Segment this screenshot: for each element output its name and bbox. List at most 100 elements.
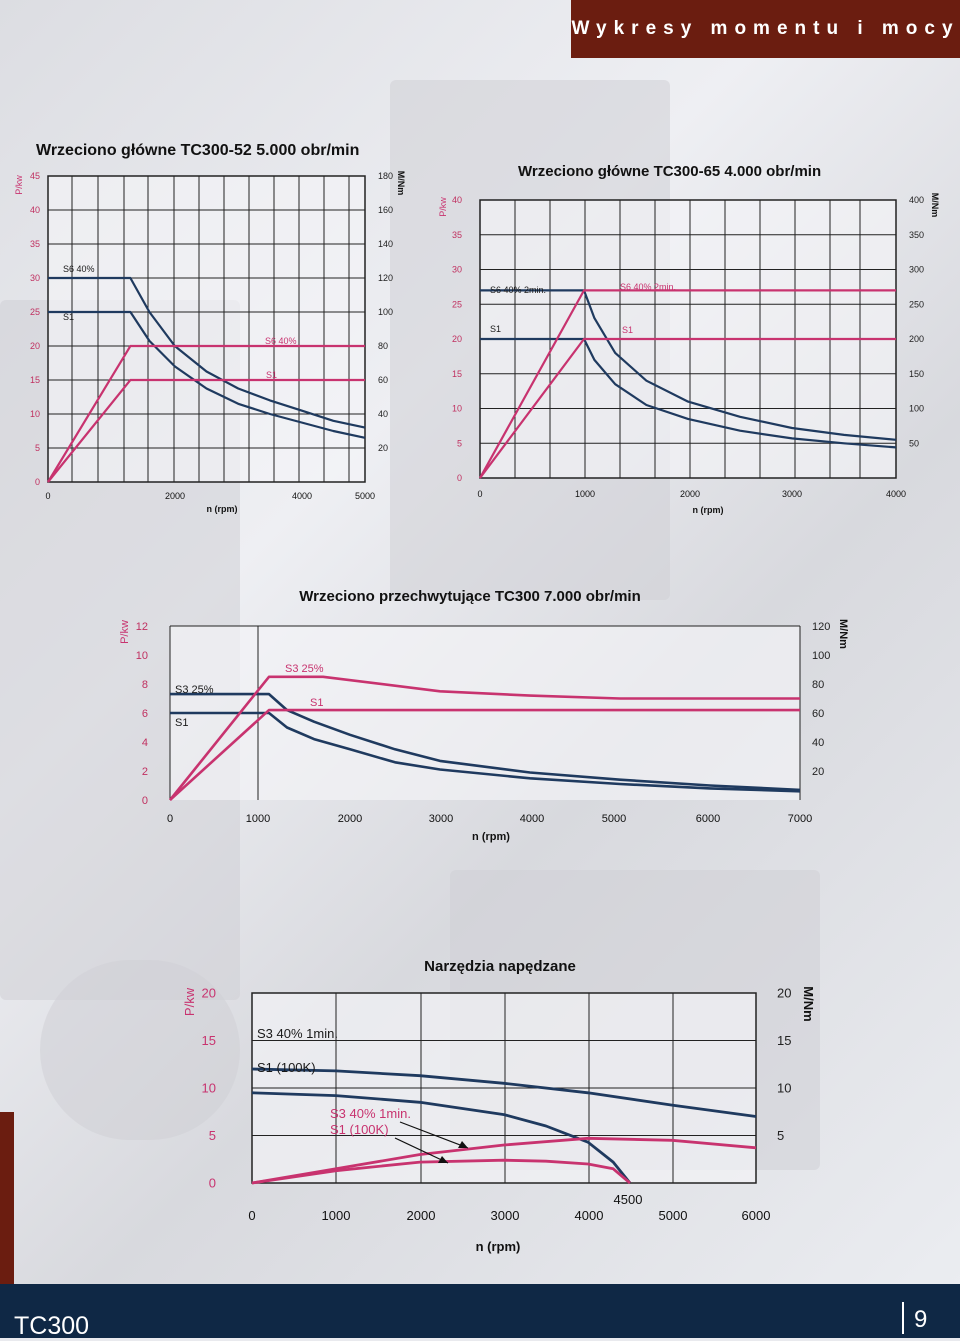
series-annotation: S1 (175, 717, 188, 729)
y-tick-label-left: 20 (202, 986, 216, 1001)
y-axis-label-left: P/kw (119, 620, 131, 644)
x-tick-label: 4500 (614, 1192, 643, 1207)
x-tick-label: 1000 (246, 813, 270, 825)
y-tick-label-left: 15 (202, 1033, 216, 1048)
x-tick-label: 3000 (429, 813, 453, 825)
y-axis-label-left: P/kw (438, 197, 448, 217)
y-tick-label-right: 120 (812, 621, 830, 633)
y-tick-label-right: 50 (909, 438, 919, 448)
x-tick-label: 7000 (788, 813, 812, 825)
y-axis-label-right: M/Nm (930, 193, 940, 218)
series-annotation: S6 40% (63, 264, 95, 274)
series-line (251, 1067, 757, 1118)
y-tick-label-right: 400 (909, 195, 924, 205)
x-tick-label: 5000 (659, 1208, 688, 1223)
annotation-arrow (394, 1137, 449, 1164)
footer-page-number: 9 (914, 1306, 928, 1333)
series-annotation: S1 (490, 324, 501, 334)
x-tick-label: 4000 (292, 491, 312, 501)
series-line (479, 289, 896, 479)
y-tick-label-right: 350 (909, 230, 924, 240)
y-tick-label-right: 150 (909, 369, 924, 379)
y-tick-label-left: 10 (136, 650, 148, 662)
annotation-arrowhead (458, 1141, 468, 1148)
y-tick-label-left: 30 (452, 265, 462, 275)
chart-title: Wrzeciono główne TC300-65 4.000 obr/min (518, 163, 821, 180)
x-tick-label: 4000 (520, 813, 544, 825)
y-tick-label-left: 40 (452, 195, 462, 205)
y-axis-label-right: M/Nm (801, 986, 816, 1021)
y-tick-label-right: 140 (378, 239, 393, 249)
x-tick-label: 4000 (886, 489, 906, 499)
series-line (479, 337, 896, 479)
x-tick-label: 2000 (338, 813, 362, 825)
y-tick-label-left: 25 (30, 307, 40, 317)
y-tick-label-left: 10 (452, 404, 462, 414)
y-axis-label-left: P/kw (14, 175, 24, 195)
y-tick-label-right: 120 (378, 273, 393, 283)
annotation-arrow (399, 1121, 469, 1149)
y-tick-label-left: 8 (142, 679, 148, 691)
y-tick-label-left: 6 (142, 708, 148, 720)
series-line (168, 675, 800, 801)
y-tick-label-left: 0 (209, 1176, 216, 1191)
x-axis-label: n (rpm) (476, 1239, 521, 1254)
x-tick-label: 6000 (742, 1208, 771, 1223)
series-annotation: S3 40% 1min. (330, 1106, 411, 1121)
y-axis-label-left: P/kw (182, 987, 197, 1016)
plot-area (48, 176, 365, 482)
y-tick-label-right: 200 (909, 334, 924, 344)
plot-border (251, 992, 757, 1184)
series-line (480, 337, 897, 449)
chart-title: Narzędzia napędzane (424, 958, 576, 975)
y-tick-label-left: 20 (30, 341, 40, 351)
y-tick-label-right: 40 (812, 737, 824, 749)
x-axis-label: n (rpm) (207, 504, 238, 514)
x-tick-label: 2000 (165, 491, 185, 501)
y-tick-label-right: 10 (777, 1081, 791, 1096)
footer-separator (902, 1302, 904, 1334)
series-annotation: S1 (100K) (330, 1122, 389, 1137)
y-tick-label-right: 100 (378, 307, 393, 317)
series-line (170, 692, 801, 792)
y-tick-label-left: 0 (457, 473, 462, 483)
y-tick-label-left: 5 (209, 1128, 216, 1143)
y-tick-label-left: 40 (30, 205, 40, 215)
y-tick-label-left: 12 (136, 621, 148, 633)
y-tick-label-left: 4 (142, 737, 148, 749)
y-axis-label-right: M/Nm (837, 619, 849, 649)
series-line (480, 289, 897, 441)
y-tick-label-right: 40 (378, 409, 388, 419)
x-tick-label: 1000 (322, 1208, 351, 1223)
series-annotation: S1 (63, 312, 74, 322)
y-tick-label-left: 5 (457, 438, 462, 448)
x-tick-label: 2000 (680, 489, 700, 499)
y-tick-label-left: 10 (30, 409, 40, 419)
annotation-arrowhead (438, 1156, 448, 1163)
y-tick-label-left: 25 (452, 299, 462, 309)
x-tick-label: 1000 (575, 489, 595, 499)
series-line (251, 1136, 757, 1185)
y-tick-label-right: 20 (777, 986, 791, 1001)
plot-area (170, 626, 800, 800)
series-line (170, 711, 801, 793)
series-annotation: S1 (266, 370, 277, 380)
y-tick-label-right: 100 (909, 404, 924, 414)
x-tick-label: 3000 (491, 1208, 520, 1223)
y-tick-label-right: 100 (812, 650, 830, 662)
y-tick-label-left: 2 (142, 766, 148, 778)
y-tick-label-right: 180 (378, 171, 393, 181)
footer-brand: TC300 (14, 1312, 90, 1340)
series-annotation: S6 40% 2min. (620, 282, 676, 292)
series-annotation: S3 40% 1min. (257, 1026, 338, 1041)
y-tick-label-right: 5 (777, 1128, 784, 1143)
page-footer (0, 1284, 960, 1338)
series-line (47, 378, 365, 483)
x-tick-label: 0 (167, 813, 173, 825)
y-tick-label-right: 250 (909, 299, 924, 309)
series-line (169, 708, 800, 801)
x-tick-label: 0 (248, 1208, 255, 1223)
y-tick-label-right: 20 (812, 766, 824, 778)
series-line (251, 1158, 631, 1185)
